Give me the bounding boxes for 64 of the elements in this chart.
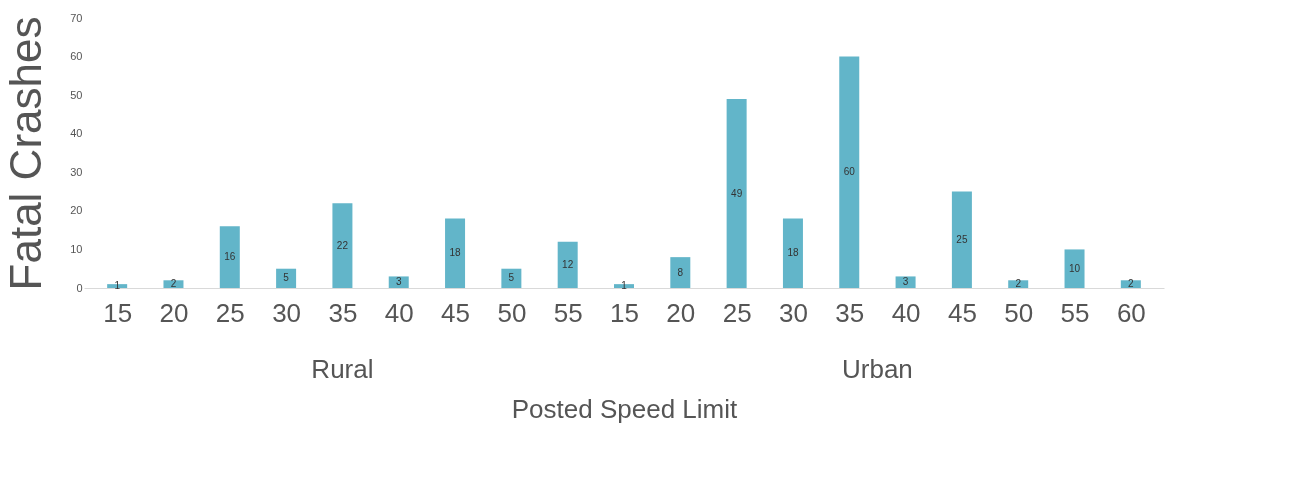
bar xyxy=(557,241,578,288)
data-label: 1 xyxy=(114,280,121,292)
x-tick-label: 40 xyxy=(384,297,414,328)
x-tick-label: 35 xyxy=(835,297,865,328)
x-tick-label: 30 xyxy=(778,297,808,328)
data-label: 18 xyxy=(449,247,462,259)
bar xyxy=(1064,249,1085,288)
bar xyxy=(670,257,691,288)
bar xyxy=(332,203,353,288)
data-label: 5 xyxy=(508,272,515,284)
x-tick-label: 35 xyxy=(328,297,358,328)
x-tick-label: 45 xyxy=(441,297,471,328)
x-tick-label: 60 xyxy=(1116,297,1146,328)
data-label: 16 xyxy=(224,251,236,263)
x-tick-label: 15 xyxy=(610,297,639,328)
bar xyxy=(726,99,747,288)
y-tick-label: 20 xyxy=(70,204,83,217)
y-tick-label: 70 xyxy=(70,11,83,24)
x-tick-label: 50 xyxy=(1004,297,1034,328)
data-label: 10 xyxy=(1068,262,1081,274)
data-label: 8 xyxy=(677,266,684,278)
y-tick-label: 0 xyxy=(76,281,83,294)
data-label: 3 xyxy=(902,276,909,288)
data-label: 18 xyxy=(787,247,799,259)
data-label: 25 xyxy=(956,233,968,245)
x-tick-label: 40 xyxy=(891,297,921,328)
data-label: 49 xyxy=(731,187,743,199)
x-tick-label: 50 xyxy=(497,297,527,328)
y-tick-label: 60 xyxy=(70,50,83,63)
data-label: 1 xyxy=(621,280,628,292)
data-label: 60 xyxy=(843,166,856,178)
data-label: 5 xyxy=(283,272,290,284)
x-tick-label: 30 xyxy=(272,297,302,328)
bar xyxy=(895,276,916,288)
x-axis-title: Posted Speed Limit xyxy=(511,393,739,424)
x-tick-label: 55 xyxy=(1060,297,1090,328)
y-axis-title: Fatal Crashes xyxy=(1,16,51,291)
bar xyxy=(388,276,409,288)
data-label: 2 xyxy=(1128,278,1135,290)
bar xyxy=(445,218,466,288)
data-label: 2 xyxy=(1015,278,1022,290)
bar xyxy=(276,268,297,288)
data-label: 22 xyxy=(336,239,349,251)
y-tick-label: 40 xyxy=(70,127,83,140)
x-tick-label: 45 xyxy=(947,297,977,328)
data-label: 2 xyxy=(170,278,177,290)
y-tick-label: 10 xyxy=(70,242,83,255)
x-tick-label: 55 xyxy=(553,297,583,328)
x-tick-label: 20 xyxy=(666,297,696,328)
y-tick-label: 30 xyxy=(70,165,83,178)
bar xyxy=(782,218,803,288)
bar xyxy=(951,191,972,288)
x-tick-label: 25 xyxy=(722,297,752,328)
x-tick-label: 15 xyxy=(103,297,133,328)
bar xyxy=(219,226,240,288)
x-tick-label: 20 xyxy=(159,297,189,328)
data-label: 12 xyxy=(562,258,574,270)
text: Rural xyxy=(311,354,374,384)
x-tick-label: 25 xyxy=(215,297,245,328)
data-label: 3 xyxy=(395,276,402,288)
text: Urban xyxy=(842,354,913,384)
y-tick-label: 50 xyxy=(70,88,83,101)
bar xyxy=(501,268,522,288)
bar xyxy=(839,56,860,288)
